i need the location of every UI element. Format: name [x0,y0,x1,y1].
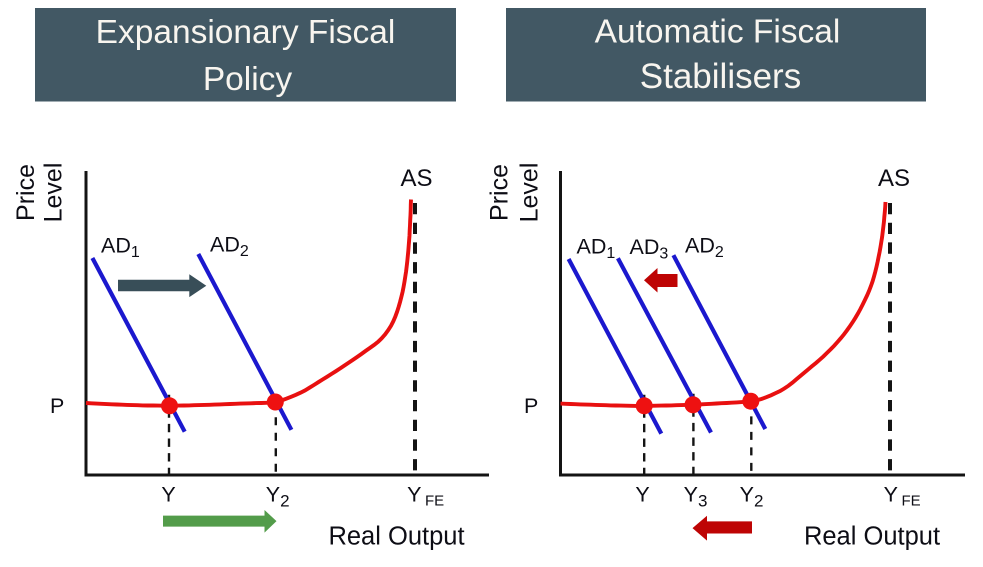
svg-text:Expansionary Fiscal: Expansionary Fiscal [96,14,396,51]
svg-text:Real Output: Real Output [328,523,464,551]
svg-text:P: P [524,394,538,418]
svg-text:Level: Level [40,163,68,223]
svg-text:AS: AS [400,165,432,192]
svg-text:Real Output: Real Output [804,523,940,551]
svg-text:Price: Price [486,164,514,221]
svg-text:Price: Price [12,164,40,221]
svg-text:Policy: Policy [203,61,293,98]
svg-text:AS: AS [878,165,910,192]
svg-text:Automatic Fiscal: Automatic Fiscal [595,14,841,51]
svg-text:Level: Level [516,163,544,223]
svg-text:P: P [50,394,64,418]
svg-text:Stabilisers: Stabilisers [640,57,801,96]
svg-text:Y: Y [161,483,175,507]
svg-text:Y: Y [635,483,649,507]
